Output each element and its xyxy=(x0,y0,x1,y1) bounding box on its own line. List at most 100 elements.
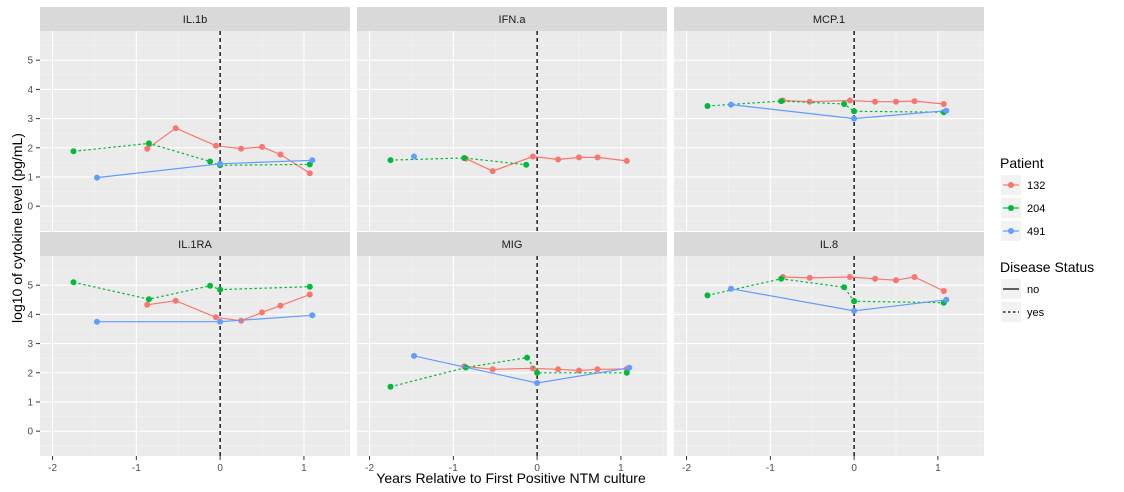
data-point-132 xyxy=(940,288,947,294)
data-point-491 xyxy=(309,312,316,319)
panel-il-1b: IL.1b 0 1 2 3 4 5 xyxy=(27,7,350,231)
legend-key-point-204 xyxy=(1008,205,1014,211)
x-tick-label: -2 xyxy=(365,463,374,474)
data-point-132 xyxy=(806,274,813,281)
y-tick-label: 0 xyxy=(27,202,33,213)
data-point-491 xyxy=(217,160,224,167)
data-point-132 xyxy=(594,366,601,373)
data-point-204 xyxy=(145,140,152,147)
legend-key-point-491 xyxy=(1008,228,1014,234)
series-line-204 xyxy=(73,281,310,300)
panel-strip xyxy=(40,7,350,31)
panel-strip xyxy=(674,7,984,31)
data-point-132 xyxy=(911,98,918,105)
panel-strip xyxy=(357,7,667,31)
data-point-491 xyxy=(94,174,100,181)
legend-label-status: yes xyxy=(1027,307,1045,319)
data-point-132 xyxy=(489,168,496,175)
panel-strip xyxy=(357,232,667,256)
data-point-132 xyxy=(212,142,219,149)
y-tick-label: 0 xyxy=(27,427,33,438)
data-point-132 xyxy=(846,274,853,280)
data-point-491 xyxy=(94,318,100,325)
y-tick-label: 4 xyxy=(27,310,33,321)
data-point-204 xyxy=(306,283,313,290)
plot-background xyxy=(357,31,667,231)
data-point-132 xyxy=(238,145,245,152)
legend-label-status: no xyxy=(1027,284,1039,296)
plot-background xyxy=(674,256,984,456)
y-tick-label: 1 xyxy=(27,172,33,183)
data-point-132 xyxy=(893,277,899,284)
data-point-132 xyxy=(172,297,179,304)
data-point-204 xyxy=(207,158,214,165)
panel-il-8: IL.8 -2 -1 0 1 xyxy=(674,232,984,474)
data-point-132 xyxy=(306,291,313,298)
panel-title: MIG xyxy=(502,239,523,251)
data-point-132 xyxy=(911,274,918,280)
panel-strip xyxy=(674,232,984,256)
x-axis-title: Years Relative to First Positive NTM cul… xyxy=(376,470,646,486)
data-point-132 xyxy=(576,154,582,161)
data-point-204 xyxy=(704,292,711,299)
plot-background xyxy=(357,256,667,456)
data-point-204 xyxy=(841,284,848,291)
data-point-204 xyxy=(145,296,152,303)
panel-title: IL.1RA xyxy=(178,239,212,251)
data-point-132 xyxy=(872,275,879,282)
axis-titles: Years Relative to First Positive NTM cul… xyxy=(9,133,646,486)
data-point-132 xyxy=(940,101,947,107)
y-tick-label: 4 xyxy=(27,85,33,96)
x-tick-label: 0 xyxy=(851,463,857,474)
y-tick-label: 2 xyxy=(27,368,33,379)
data-point-132 xyxy=(306,170,313,177)
data-point-132 xyxy=(576,367,582,374)
data-point-491 xyxy=(534,380,541,386)
data-point-491 xyxy=(217,318,224,325)
data-point-204 xyxy=(623,369,630,376)
data-point-132 xyxy=(489,366,496,373)
panel-il-1ra: IL.1RA 0 1 2 3 4 5 -2 -1 0 1 xyxy=(27,232,350,474)
data-point-204 xyxy=(387,157,394,164)
plot-background xyxy=(40,256,350,456)
x-tick-label: 0 xyxy=(217,463,223,474)
data-point-132 xyxy=(893,98,899,105)
data-point-491 xyxy=(943,296,950,303)
data-point-204 xyxy=(524,354,531,361)
plot-background xyxy=(40,31,350,231)
data-point-132 xyxy=(594,154,601,161)
legend-title-patient: Patient xyxy=(1000,155,1044,171)
data-point-132 xyxy=(529,153,536,160)
data-point-132 xyxy=(259,143,265,150)
series-line-204 xyxy=(390,157,527,166)
panel-title: IL.1b xyxy=(183,14,207,26)
x-tick-label: -1 xyxy=(766,463,775,474)
data-point-204 xyxy=(534,369,541,376)
data-point-132 xyxy=(846,97,853,104)
data-point-204 xyxy=(523,161,530,168)
data-point-204 xyxy=(70,148,77,155)
x-tick-label: 1 xyxy=(301,463,307,474)
legend-key-bg xyxy=(1001,302,1021,322)
data-point-204 xyxy=(851,298,858,305)
data-point-132 xyxy=(529,365,536,372)
data-point-132 xyxy=(872,98,879,105)
data-point-491 xyxy=(943,107,950,114)
data-point-204 xyxy=(207,282,214,289)
data-point-132 xyxy=(555,366,562,373)
data-point-132 xyxy=(144,301,151,308)
data-point-132 xyxy=(623,157,630,164)
y-tick-label: 5 xyxy=(27,281,33,292)
data-point-204 xyxy=(778,275,785,282)
panel-mig: MIG -2 -1 0 1 xyxy=(357,232,667,474)
legend-label-patient: 204 xyxy=(1027,203,1045,215)
data-point-204 xyxy=(461,155,468,161)
panel-mcp-1: MCP.1 xyxy=(674,7,984,231)
data-point-132 xyxy=(259,309,265,316)
panel-title: IFN.a xyxy=(499,14,527,26)
y-tick-label: 2 xyxy=(27,143,33,154)
data-point-204 xyxy=(778,98,785,105)
panel-strip xyxy=(40,232,350,256)
x-tick-label: -2 xyxy=(682,463,691,474)
